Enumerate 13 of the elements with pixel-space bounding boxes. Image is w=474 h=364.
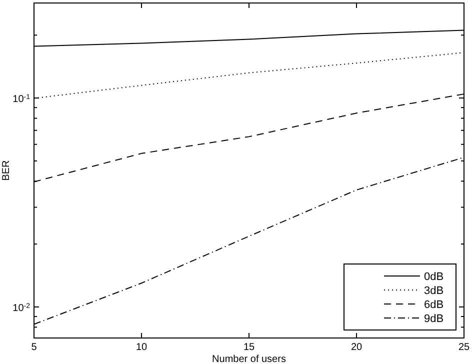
legend-label: 9dB (424, 313, 444, 325)
legend-label: 6dB (424, 299, 444, 311)
x-axis-title: Number of users (212, 354, 286, 364)
x-tick-label: 15 (243, 342, 255, 353)
x-tick-label: 10 (136, 342, 148, 353)
legend-label: 3dB (424, 285, 444, 297)
x-tick-label: 20 (350, 342, 362, 353)
y-tick-label: 10$^{-2}$ (12, 302, 30, 314)
legend-label: 0dB (424, 271, 444, 283)
x-tick-label: 25 (458, 342, 470, 353)
y-axis-title: BER (1, 160, 12, 181)
x-tick-label: 5 (31, 342, 38, 353)
y-tick-label: 10$^{-1}$ (12, 94, 30, 106)
